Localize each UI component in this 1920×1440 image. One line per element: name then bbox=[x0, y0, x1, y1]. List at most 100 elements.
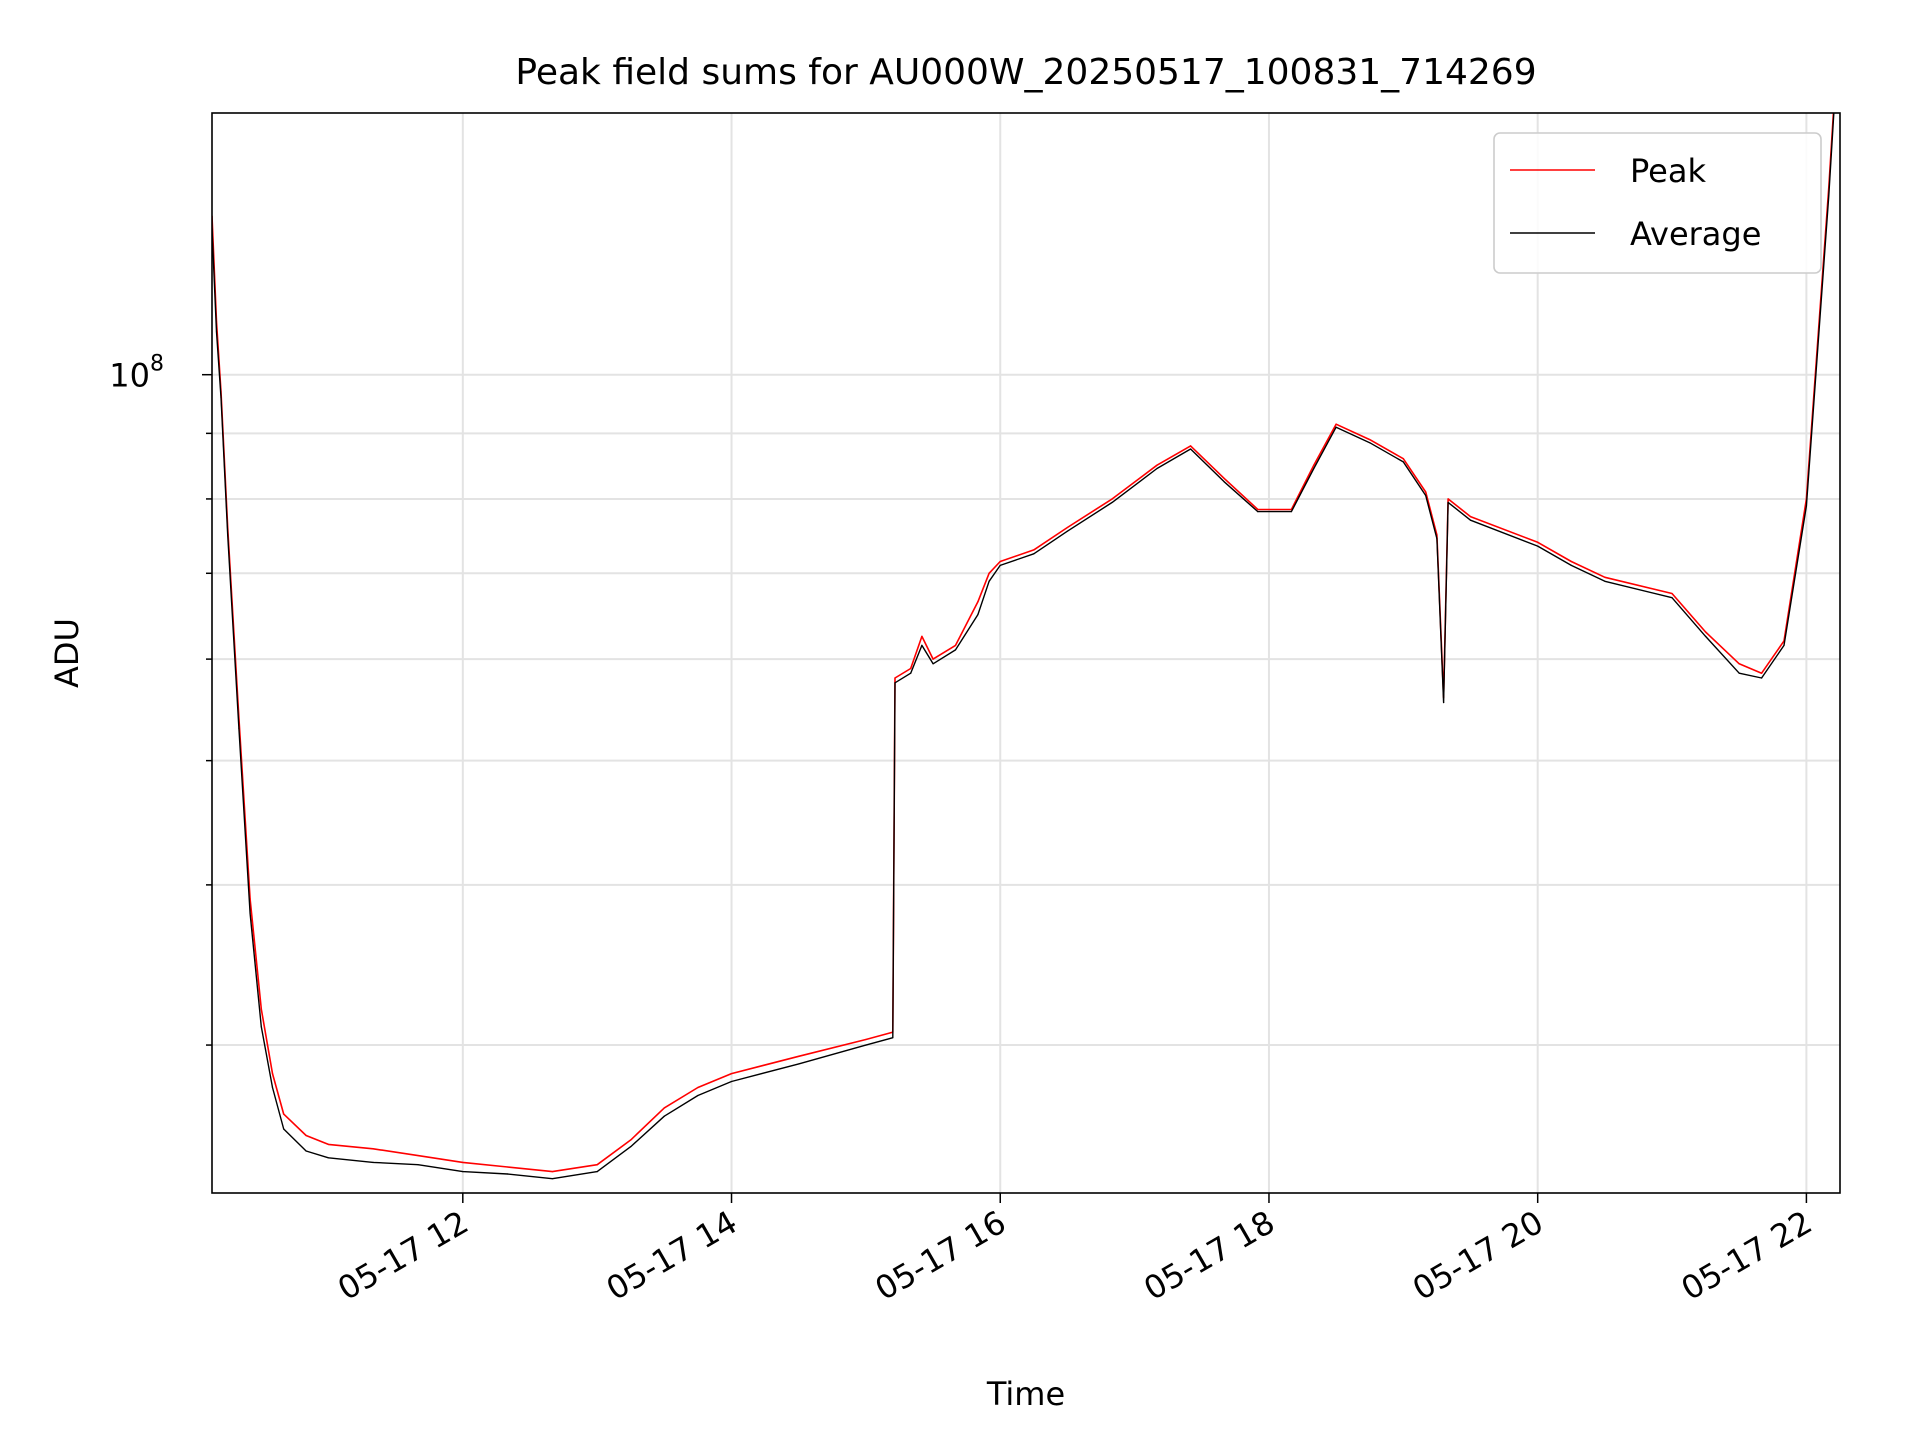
data-point bbox=[921, 644, 923, 646]
data-point bbox=[551, 1171, 553, 1173]
y-axis-label: ADU bbox=[48, 618, 86, 688]
data-point bbox=[1313, 467, 1315, 470]
data-point bbox=[921, 635, 923, 637]
data-point bbox=[1425, 494, 1427, 497]
data-point bbox=[1313, 464, 1315, 466]
data-point bbox=[1033, 549, 1035, 551]
data-point bbox=[730, 1080, 733, 1083]
x-axis-label: Time bbox=[986, 1375, 1065, 1413]
data-point bbox=[1738, 672, 1740, 674]
series-line-peak bbox=[212, 113, 1835, 1173]
data-point bbox=[798, 1063, 800, 1065]
data-point bbox=[865, 1038, 867, 1041]
plot-area bbox=[212, 113, 1840, 1193]
data-point bbox=[999, 560, 1001, 563]
data-point bbox=[1402, 461, 1404, 463]
data-point bbox=[1469, 519, 1472, 521]
data-point bbox=[1671, 597, 1673, 599]
data-point bbox=[1111, 498, 1113, 500]
data-point bbox=[238, 727, 240, 729]
chart-title: Peak field sums for AU000W_20250517_1008… bbox=[515, 52, 1536, 93]
data-point bbox=[1033, 553, 1035, 555]
data-point bbox=[1705, 631, 1707, 633]
data-point bbox=[283, 1128, 285, 1130]
data-point bbox=[305, 1134, 307, 1137]
data-point bbox=[910, 672, 912, 674]
y-tick-exponent: 8 bbox=[150, 352, 164, 377]
data-point bbox=[1066, 526, 1069, 529]
data-point bbox=[1738, 663, 1740, 665]
data-point bbox=[327, 1157, 330, 1159]
data-point bbox=[551, 1178, 553, 1180]
legend-label-average: Average bbox=[1630, 215, 1761, 253]
data-point bbox=[372, 1148, 374, 1150]
data-point bbox=[1223, 481, 1225, 483]
data-point bbox=[462, 1171, 464, 1173]
data-point bbox=[1705, 635, 1707, 637]
data-point bbox=[506, 1173, 509, 1175]
data-point bbox=[260, 1026, 262, 1028]
data-point bbox=[988, 572, 990, 574]
data-point bbox=[417, 1154, 419, 1157]
data-point bbox=[271, 1086, 274, 1089]
data-point bbox=[1671, 592, 1673, 595]
data-point bbox=[977, 613, 979, 616]
data-point bbox=[1156, 467, 1158, 470]
data-point bbox=[1447, 501, 1449, 504]
data-point bbox=[954, 649, 957, 651]
data-point bbox=[1604, 576, 1606, 578]
data-point bbox=[697, 1094, 699, 1097]
data-point bbox=[932, 663, 934, 665]
data-point bbox=[1189, 445, 1192, 447]
data-point bbox=[630, 1145, 632, 1148]
data-point bbox=[1335, 426, 1337, 428]
data-point bbox=[1111, 501, 1113, 504]
data-point bbox=[596, 1171, 598, 1173]
data-point bbox=[1257, 511, 1259, 513]
data-point bbox=[1805, 505, 1808, 507]
data-point bbox=[894, 677, 896, 679]
data-point bbox=[1402, 458, 1404, 460]
data-point bbox=[1223, 477, 1225, 480]
series-peak bbox=[212, 113, 1835, 1173]
data-point bbox=[865, 1044, 867, 1046]
data-point bbox=[798, 1055, 800, 1057]
data-point bbox=[1537, 545, 1539, 547]
data-point bbox=[1436, 537, 1438, 540]
series-average bbox=[212, 113, 1835, 1180]
data-point bbox=[1469, 516, 1472, 518]
data-point bbox=[249, 912, 251, 915]
data-point bbox=[260, 1008, 262, 1010]
data-point bbox=[220, 396, 222, 399]
data-point bbox=[932, 658, 934, 660]
data-point bbox=[1066, 530, 1069, 532]
data-point bbox=[977, 601, 979, 603]
data-point bbox=[630, 1139, 632, 1141]
data-point bbox=[1369, 442, 1371, 444]
data-point bbox=[596, 1164, 598, 1166]
data-point bbox=[892, 1037, 894, 1039]
data-point bbox=[1604, 580, 1606, 582]
data-point bbox=[1761, 672, 1763, 674]
data-point bbox=[215, 331, 218, 333]
data-point bbox=[1156, 464, 1158, 466]
data-point bbox=[730, 1073, 733, 1075]
y-tick-label: 10 bbox=[109, 357, 150, 395]
data-point bbox=[1783, 644, 1785, 646]
data-point bbox=[954, 644, 957, 646]
data-point bbox=[910, 667, 912, 670]
series-layer bbox=[212, 113, 1835, 1180]
grid bbox=[212, 113, 1840, 1193]
series-line-average bbox=[212, 113, 1835, 1180]
data-point bbox=[372, 1161, 374, 1163]
data-point bbox=[1290, 511, 1292, 513]
data-point bbox=[1570, 560, 1572, 563]
data-point bbox=[663, 1107, 665, 1109]
legend: Peak Average bbox=[1493, 132, 1822, 274]
data-point bbox=[506, 1166, 509, 1168]
data-point bbox=[1425, 491, 1427, 493]
data-point bbox=[1369, 438, 1371, 441]
data-point bbox=[283, 1113, 285, 1115]
data-point bbox=[305, 1150, 307, 1152]
